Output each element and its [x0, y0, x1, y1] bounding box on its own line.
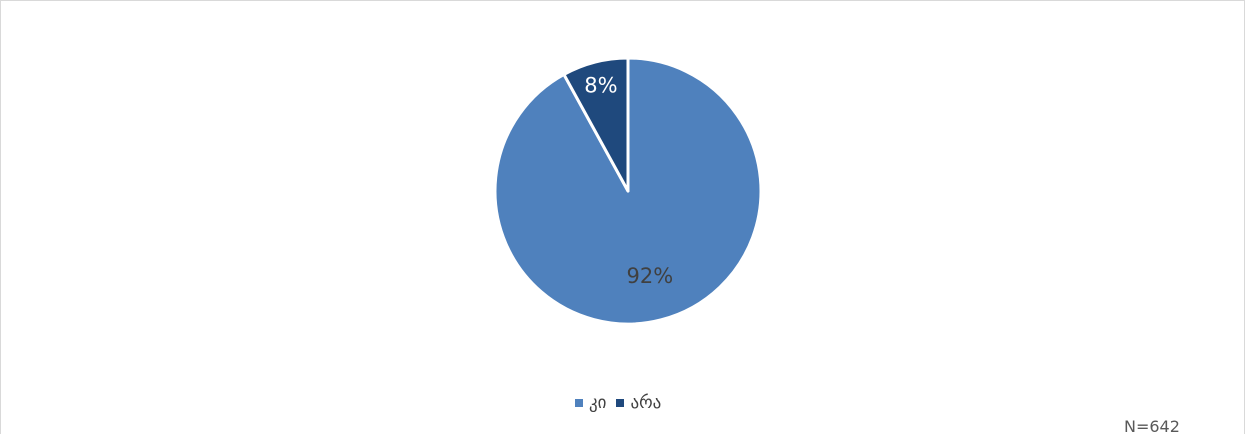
- pie-data-labels: 92% 8%: [584, 73, 673, 288]
- legend: კი არა: [575, 393, 671, 413]
- data-label-no: 8%: [584, 73, 617, 97]
- pie-slices: [493, 56, 763, 326]
- data-label-yes: 92%: [626, 264, 673, 288]
- pie-slice-no[interactable]: [562, 56, 630, 193]
- pie-slice-yes[interactable]: [493, 56, 763, 326]
- legend-item-yes[interactable]: კი: [575, 393, 606, 413]
- legend-swatch-no: [616, 399, 625, 407]
- legend-label-no: არა: [630, 393, 662, 413]
- legend-swatch-yes: [575, 399, 583, 407]
- legend-item-no[interactable]: არა: [616, 393, 661, 413]
- sample-size-note: N=642: [1124, 417, 1180, 436]
- legend-label-yes: კი: [589, 393, 607, 413]
